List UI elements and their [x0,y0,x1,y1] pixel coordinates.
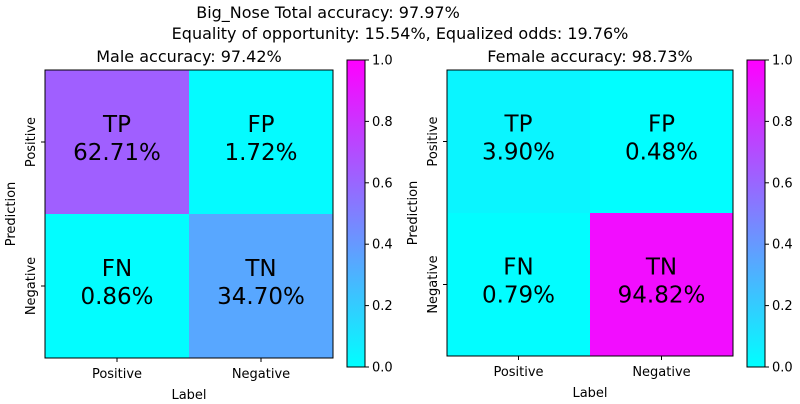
colorbar-tick-label: 0.6 [372,176,393,191]
colorbar-tick-label: 0.8 [372,115,393,130]
colorbar-tick-label: 0.8 [772,115,793,130]
axes-frame [446,69,734,357]
axes-title: Female accuracy: 98.73% [487,47,692,66]
x-axis-label: Label [572,386,607,400]
colorbar-tick-label: 1.0 [372,54,393,69]
heatmap-cell-fn [45,214,189,358]
cell-value-tn: 34.70% [217,284,305,310]
cell-label-tp: TP [102,112,131,138]
y-tick-label: Negative [426,255,441,313]
heatmap-cell-fn [447,213,590,356]
cell-value-tp: 62.71% [73,140,161,166]
heatmap-cell-tp [45,70,189,214]
cell-value-fp: 0.48% [625,140,698,166]
x-tick-label: Negative [632,365,690,380]
heatmap-cell-tn [590,213,733,356]
cell-label-fn: FN [503,255,533,281]
x-tick-label: Negative [232,367,290,382]
x-tick-label: Positive [493,365,543,380]
cell-value-fn: 0.79% [482,283,555,309]
cell-value-fp: 1.72% [224,140,297,166]
y-tick-label: Positive [24,117,39,167]
cell-value-fn: 0.86% [80,284,153,310]
heatmap-cell-tn [189,214,333,358]
cell-value-tn: 94.82% [618,283,706,309]
colorbar-tick-label: 0.2 [772,299,793,314]
colorbar-tick-label: 0.4 [372,238,393,253]
y-tick-label: Negative [24,257,39,315]
colorbar [346,59,366,368]
cell-label-fp: FP [247,112,274,138]
colorbar [746,59,766,368]
cell-label-tn: TN [645,255,677,281]
cell-label-tp: TP [504,112,533,138]
colorbar-tick-label: 1.0 [772,54,793,69]
heatmap-cell-fp [189,70,333,214]
cell-label-fp: FP [648,112,675,138]
axes-title: Male accuracy: 97.42% [96,47,282,66]
x-axis-label: Label [171,388,206,400]
x-tick-label: Positive [92,367,142,382]
colorbar-tick-label: 0.2 [372,299,393,314]
y-tick-label: Positive [426,116,441,166]
colorbar-tick-label: 0.6 [772,176,793,191]
heatmap-cell-fp [590,70,733,213]
heatmap-cell-tp [447,70,590,213]
axes-frame [44,69,334,359]
colorbar-tick-label: 0.0 [772,361,793,376]
cell-label-fn: FN [102,256,132,282]
cell-value-tp: 3.90% [482,140,555,166]
figure-subtitle: Equality of opportunity: 15.54%, Equaliz… [172,24,629,43]
y-axis-label: Prediction [406,181,421,246]
figure-title: Big_Nose Total accuracy: 97.97% [196,3,460,23]
colorbar-tick-label: 0.0 [372,361,393,376]
y-axis-label: Prediction [4,182,19,247]
colorbar-tick-label: 0.4 [772,238,793,253]
cell-label-tn: TN [244,256,276,282]
